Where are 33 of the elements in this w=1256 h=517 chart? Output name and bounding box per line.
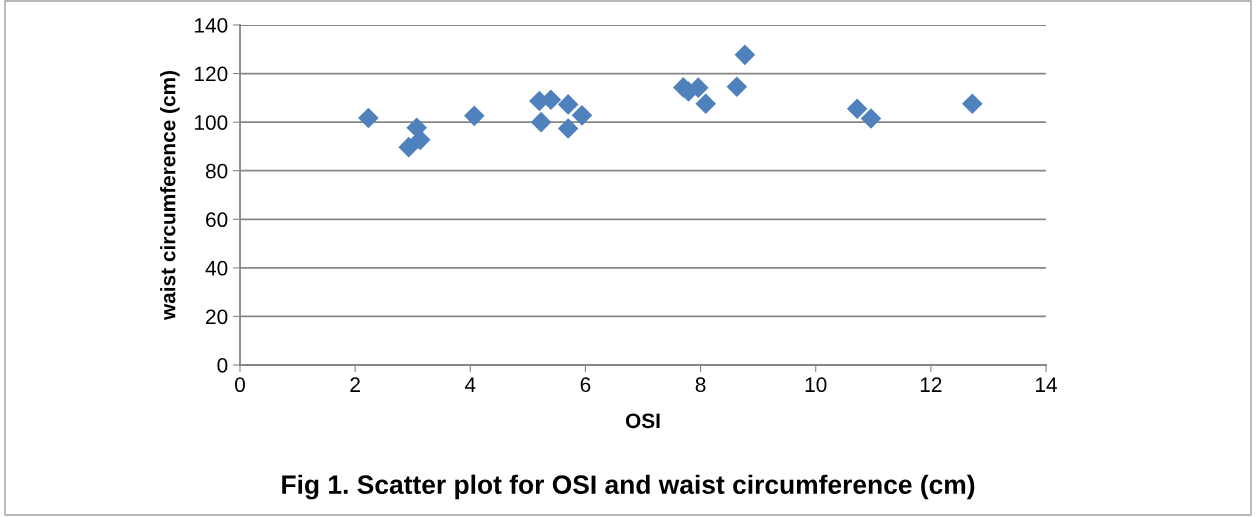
point xyxy=(734,44,756,66)
y-tick-label: 0 xyxy=(217,358,228,373)
y-tick-label: 80 xyxy=(205,163,228,179)
y-tick-label: 120 xyxy=(195,66,228,82)
point xyxy=(358,107,379,129)
y-tick-label: 60 xyxy=(206,212,228,228)
x-tick-label: 0 xyxy=(235,377,245,393)
text: Fig 1. Scatter plot for OSI and waist circumference (cm) xyxy=(282,474,975,500)
point xyxy=(557,118,579,139)
point xyxy=(726,76,748,97)
y-tick-label: 140 xyxy=(195,18,228,33)
point xyxy=(860,108,882,129)
point xyxy=(557,94,579,115)
point xyxy=(846,98,868,120)
x-tick-label: 6 xyxy=(580,377,591,393)
y-tick-label: 40 xyxy=(205,260,228,276)
y-tick-label: 20 xyxy=(206,309,228,325)
point xyxy=(530,111,552,133)
point xyxy=(962,93,983,114)
x-tick-label: 8 xyxy=(695,377,706,393)
x-tick-label: 14 xyxy=(1036,377,1057,392)
point xyxy=(464,105,485,127)
x-tick-label: 4 xyxy=(464,377,476,392)
x-axis-title: OSI xyxy=(625,413,660,429)
point xyxy=(695,93,717,114)
point xyxy=(398,136,419,158)
point xyxy=(571,105,593,126)
y-tick-label: 100 xyxy=(195,115,228,130)
y-axis-title: waist circumference (cm) xyxy=(160,70,180,321)
x-tick-label: 2 xyxy=(350,377,360,392)
x-tick-label: 10 xyxy=(805,377,827,393)
point xyxy=(409,129,431,151)
x-tick-label: 12 xyxy=(920,377,942,392)
